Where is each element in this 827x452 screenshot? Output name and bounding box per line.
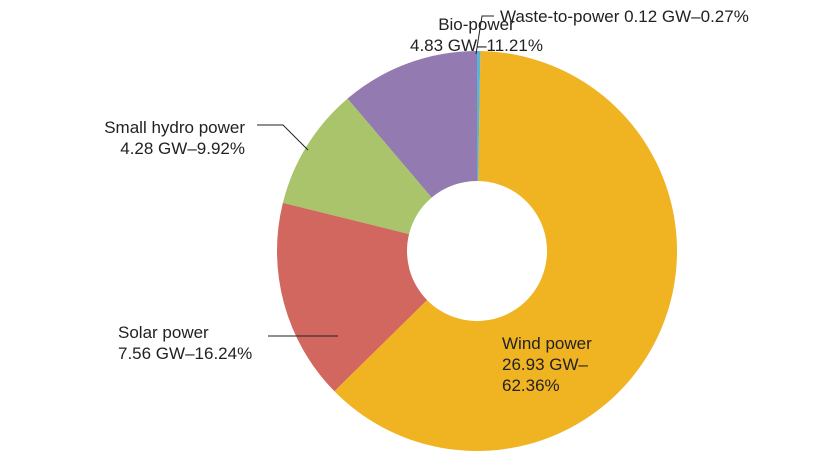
leader-line [475,15,494,55]
category-label: Small hydro power [104,118,245,137]
slice-label: Wind power 26.93 GW–62.36% [502,333,622,396]
slice-label: Small hydro power 4.28 GW–9.92% [5,117,245,159]
value-label: 0.12 GW–0.27% [624,7,749,26]
category-label: Waste-to-power [500,7,620,26]
slice-label: Bio-power 4.83 GW–11.21% [410,14,543,56]
slice-label: Solar power 7.56 GW–16.24% [118,322,252,364]
value-label: 4.28 GW–9.92% [120,139,245,158]
value-label: 26.93 GW–62.36% [502,355,588,395]
donut-slice [347,51,477,198]
donut-slice [277,202,428,392]
value-label: 4.83 GW–11.21% [410,36,543,55]
slice-label: Waste-to-power 0.12 GW–0.27% [500,6,749,27]
value-label: 7.56 GW–16.24% [118,344,253,363]
category-label: Wind power [502,334,592,353]
category-label: Solar power [118,323,209,342]
donut-slice [282,98,432,235]
leader-line [257,124,309,151]
donut-slice [477,51,481,182]
donut-slice [334,51,677,451]
category-label: Bio-power [438,15,515,34]
